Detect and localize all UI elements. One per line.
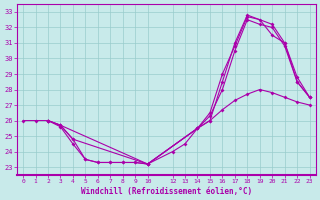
X-axis label: Windchill (Refroidissement éolien,°C): Windchill (Refroidissement éolien,°C) [81,187,252,196]
